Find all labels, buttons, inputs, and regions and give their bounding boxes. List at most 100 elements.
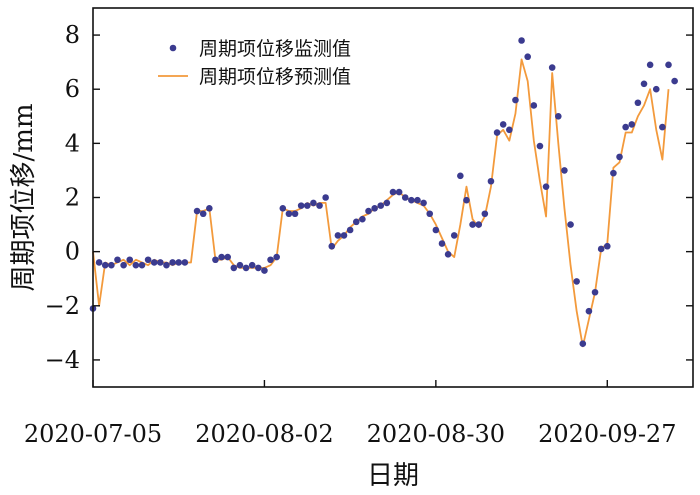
data-point-observed [316, 202, 323, 209]
data-point-observed [144, 256, 152, 264]
data-point-observed [646, 61, 654, 69]
data-point-observed [634, 99, 642, 107]
data-point-observed [371, 205, 378, 212]
data-point-observed [567, 221, 574, 228]
data-point-observed [218, 253, 225, 261]
data-point-observed [114, 256, 121, 264]
data-point-observed [303, 202, 311, 209]
data-point-observed [291, 210, 299, 218]
data-point-observed [322, 194, 329, 201]
data-point-observed [622, 123, 629, 131]
data-point-observed [579, 340, 587, 347]
data-point-observed [261, 267, 268, 274]
data-point-observed [401, 194, 409, 201]
data-point-observed [175, 259, 183, 266]
data-point-observed [616, 153, 623, 161]
data-point-observed [273, 253, 280, 261]
y-tick-label: 6 [65, 75, 80, 103]
data-point-observed [150, 259, 158, 266]
data-point-observed [169, 259, 176, 266]
data-point-observed [267, 256, 274, 264]
y-tick-label: 0 [65, 238, 80, 266]
data-point-observed [432, 226, 440, 234]
data-point-observed [95, 259, 103, 266]
data-point-observed [493, 129, 501, 136]
data-point-observed [610, 169, 617, 177]
data-point-observed [132, 261, 140, 269]
data-point-observed [101, 261, 109, 269]
data-point-observed [518, 37, 525, 44]
data-point-observed [389, 188, 397, 196]
data-point-observed [499, 121, 507, 128]
y-tick-label: 4 [65, 129, 80, 157]
x-tick-label: 2020-08-30 [367, 420, 505, 448]
data-point-observed [530, 102, 538, 109]
data-point-observed [383, 199, 391, 207]
data-point-observed [555, 112, 562, 120]
y-tick-label: 2 [65, 184, 80, 212]
data-point-observed [585, 307, 593, 315]
data-point-observed [414, 196, 421, 204]
data-point-observed [438, 240, 446, 247]
data-point-observed [524, 53, 531, 61]
data-point-observed [469, 221, 476, 228]
y-tick-label: −2 [45, 292, 80, 320]
data-point-observed [573, 278, 580, 285]
data-point-observed [444, 251, 452, 258]
legend-marker-observed [169, 44, 177, 52]
data-point-observed [279, 205, 287, 212]
data-point-observed [181, 259, 189, 266]
data-point-observed [328, 242, 336, 250]
plot-frame [92, 7, 694, 388]
data-point-observed [591, 288, 599, 296]
data-point-observed [408, 196, 415, 204]
data-point-observed [346, 226, 354, 234]
data-point-observed [420, 199, 427, 207]
data-point-observed [199, 210, 207, 218]
data-point-observed [236, 261, 244, 269]
data-point-observed [548, 64, 556, 71]
x-tick-label: 2020-08-02 [195, 420, 333, 448]
data-point-observed [206, 205, 213, 212]
data-point-observed [340, 232, 348, 239]
data-point-observed [193, 207, 201, 215]
axes: −4 −2 0 2 4 6 8 2020-07-05 2020-08-02 2020-08-30 2… [24, 7, 694, 448]
data-point-observed [108, 261, 115, 269]
data-point-observed [659, 123, 666, 131]
data-point-observed [542, 183, 550, 190]
data-point-observed [297, 202, 305, 209]
data-point-observed [120, 261, 127, 269]
data-point-observed [224, 253, 231, 261]
data-point-observed [652, 85, 660, 93]
data-point-observed [285, 210, 293, 218]
data-point-observed [365, 207, 372, 215]
data-point-observed [640, 80, 648, 88]
data-point-observed [487, 177, 495, 185]
x-tick-label: 2020-07-05 [24, 420, 162, 448]
data-point-observed [603, 242, 611, 250]
data-point-observed [450, 232, 458, 239]
data-point-observed [359, 215, 366, 223]
data-point-observed [230, 264, 238, 272]
legend-label-observed: 周期项位移监测值 [199, 38, 351, 60]
data-point-observed [426, 210, 434, 218]
x-axis-title: 日期 [367, 461, 419, 491]
data-point-observed [334, 232, 342, 239]
data-point-observed [157, 259, 164, 266]
series-group [89, 37, 678, 348]
data-point-observed [242, 264, 250, 272]
data-point-observed [212, 256, 219, 264]
data-point-observed [457, 172, 464, 180]
data-point-observed [671, 77, 678, 85]
y-axis-title: 周期项位移/mm [9, 103, 39, 291]
data-point-observed [310, 199, 317, 207]
data-point-observed [561, 167, 568, 174]
data-point-observed [512, 96, 519, 104]
data-point-observed [463, 196, 470, 204]
data-point-observed [628, 121, 636, 128]
data-point-observed [248, 261, 256, 269]
data-point-observed [395, 188, 403, 196]
data-point-observed [377, 202, 385, 209]
y-tick-label: 8 [65, 21, 80, 49]
